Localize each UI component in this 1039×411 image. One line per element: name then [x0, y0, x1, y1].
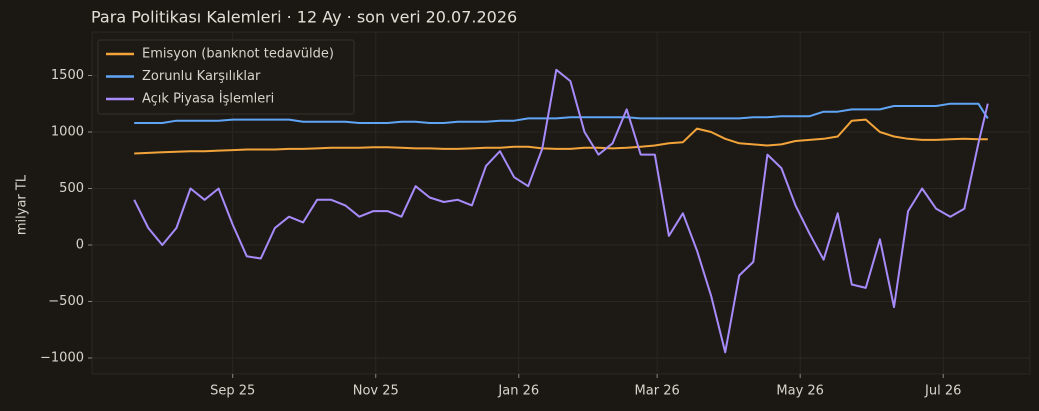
- y-axis-label: milyar TL: [15, 174, 30, 235]
- series-line: [133, 68, 989, 354]
- y-tick-label: −1000: [40, 350, 84, 365]
- legend-label: Zorunlu Karşılıklar: [142, 69, 261, 84]
- legend-label: Açık Piyasa İşlemleri: [142, 91, 274, 107]
- x-tick-label: Sep 25: [210, 384, 255, 399]
- x-tick-label: Jan 26: [497, 384, 539, 399]
- x-tick-label: Nov 25: [353, 384, 399, 399]
- y-tick-label: 1500: [51, 68, 84, 83]
- chart-title: Para Politikası Kalemleri · 12 Ay · son …: [91, 8, 517, 27]
- legend-label: Emisyon (banknot tedavülde): [142, 47, 334, 62]
- series-line: [134, 118, 988, 155]
- y-tick-label: 0: [76, 237, 84, 252]
- x-tick-label: May 26: [776, 384, 824, 399]
- y-tick-label: 500: [59, 181, 84, 196]
- x-tick-label: Jul 26: [924, 384, 961, 399]
- y-tick-label: −500: [48, 294, 84, 309]
- series-line: [134, 102, 989, 124]
- x-tick-label: Mar 26: [635, 384, 680, 399]
- legend-box: [97, 39, 355, 115]
- y-tick-label: 1000: [51, 124, 84, 139]
